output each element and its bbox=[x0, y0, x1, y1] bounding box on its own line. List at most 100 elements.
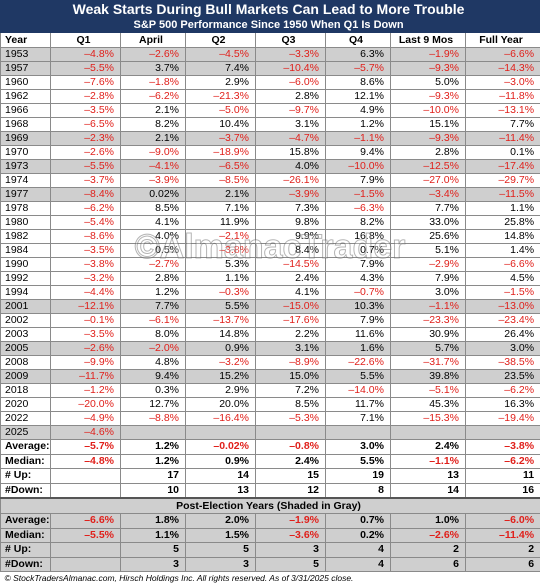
data-row: 1953–4.8%–2.6%–4.5%–3.3%6.3%–1.9%–6.6% bbox=[1, 48, 540, 62]
cell: –6.2% bbox=[466, 384, 540, 398]
row-label: 2008 bbox=[1, 356, 51, 370]
cell: 4.5% bbox=[466, 272, 540, 286]
cell: 14 bbox=[186, 469, 256, 484]
cell: –2.6% bbox=[391, 528, 466, 543]
cell: 10.3% bbox=[326, 300, 391, 314]
cell: –3.7% bbox=[186, 132, 256, 146]
cell: –38.5% bbox=[466, 356, 540, 370]
cell: –4.8% bbox=[51, 48, 121, 62]
column-header: Year bbox=[1, 33, 51, 48]
cell: –4.1% bbox=[121, 160, 186, 174]
cell: 7.3% bbox=[256, 202, 326, 216]
cell: 5 bbox=[256, 557, 326, 572]
cell: –14.3% bbox=[466, 62, 540, 76]
cell: –4.9% bbox=[51, 412, 121, 426]
cell bbox=[51, 543, 121, 558]
cell: 2 bbox=[466, 543, 540, 558]
column-header: Q4 bbox=[326, 33, 391, 48]
row-label: 1994 bbox=[1, 286, 51, 300]
cell: 15.0% bbox=[256, 370, 326, 384]
cell: 4 bbox=[326, 543, 391, 558]
cell: –8.8% bbox=[121, 412, 186, 426]
cell: 8.2% bbox=[326, 216, 391, 230]
cell: 1.6% bbox=[326, 342, 391, 356]
cell: –6.2% bbox=[466, 454, 540, 469]
cell: –2.7% bbox=[121, 258, 186, 272]
cell: 15.8% bbox=[256, 146, 326, 160]
cell: 1.2% bbox=[326, 118, 391, 132]
cell: –17.6% bbox=[256, 314, 326, 328]
row-label: 1962 bbox=[1, 90, 51, 104]
cell: 19 bbox=[326, 469, 391, 484]
cell: –13.7% bbox=[186, 314, 256, 328]
cell: –5.7% bbox=[326, 62, 391, 76]
cell: 9.4% bbox=[121, 370, 186, 384]
title: Weak Starts During Bull Markets Can Lead… bbox=[1, 1, 540, 19]
cell: 0.9% bbox=[186, 342, 256, 356]
cell: 9.8% bbox=[256, 216, 326, 230]
cell: –6.1% bbox=[121, 314, 186, 328]
section-row: Post-Election Years (Shaded in Gray) bbox=[1, 498, 540, 514]
row-label: 2018 bbox=[1, 384, 51, 398]
cell: –5.5% bbox=[51, 62, 121, 76]
cell: 4.1% bbox=[256, 286, 326, 300]
row-label: 1974 bbox=[1, 174, 51, 188]
cell: 4 bbox=[326, 557, 391, 572]
cell: –1.9% bbox=[256, 514, 326, 529]
row-label: 1978 bbox=[1, 202, 51, 216]
cell: 8.0% bbox=[121, 328, 186, 342]
row-label: 1990 bbox=[1, 258, 51, 272]
cell: –1.1% bbox=[326, 132, 391, 146]
cell: –15.3% bbox=[391, 412, 466, 426]
data-row: 2022–4.9%–8.8%–16.4%–5.3%7.1%–15.3%–19.4… bbox=[1, 412, 540, 426]
cell: 3.0% bbox=[391, 286, 466, 300]
cell: 3.0% bbox=[326, 440, 391, 455]
column-header: Q3 bbox=[256, 33, 326, 48]
cell: 3 bbox=[186, 557, 256, 572]
cell: 4.1% bbox=[121, 216, 186, 230]
cell: 14.8% bbox=[466, 230, 540, 244]
data-row: 1968–6.5%8.2%10.4%3.1%1.2%15.1%7.7% bbox=[1, 118, 540, 132]
cell: 7.1% bbox=[326, 412, 391, 426]
cell: 7.2% bbox=[256, 384, 326, 398]
cell: 39.8% bbox=[391, 370, 466, 384]
cell: –3.5% bbox=[51, 328, 121, 342]
data-row: 2009–11.7%9.4%15.2%15.0%5.5%39.8%23.5% bbox=[1, 370, 540, 384]
cell bbox=[186, 426, 256, 440]
row-label: 1973 bbox=[1, 160, 51, 174]
cell: –5.7% bbox=[51, 440, 121, 455]
row-label: 1980 bbox=[1, 216, 51, 230]
cell: 2.8% bbox=[256, 90, 326, 104]
cell: –8.4% bbox=[51, 188, 121, 202]
cell: –8.9% bbox=[256, 356, 326, 370]
section-title: Post-Election Years (Shaded in Gray) bbox=[1, 498, 540, 514]
cell: 8.5% bbox=[256, 398, 326, 412]
data-row: 1962–2.8%–6.2%–21.3%2.8%12.1%–9.3%–11.8% bbox=[1, 90, 540, 104]
cell: 3 bbox=[121, 557, 186, 572]
data-row: 2018–1.2%0.3%2.9%7.2%–14.0%–5.1%–6.2% bbox=[1, 384, 540, 398]
cell: –9.3% bbox=[391, 132, 466, 146]
cell: 1.1% bbox=[121, 528, 186, 543]
cell: 2.0% bbox=[186, 514, 256, 529]
cell: 8.6% bbox=[326, 76, 391, 90]
row-label: Median: bbox=[1, 528, 51, 543]
cell: 12.7% bbox=[121, 398, 186, 412]
cell: 2.4% bbox=[391, 440, 466, 455]
data-row: 1994–4.4%1.2%–0.3%4.1%–0.7%3.0%–1.5% bbox=[1, 286, 540, 300]
cell: –6.2% bbox=[121, 90, 186, 104]
cell: –27.0% bbox=[391, 174, 466, 188]
row-label: Median: bbox=[1, 454, 51, 469]
cell: 17 bbox=[121, 469, 186, 484]
cell: –1.1% bbox=[391, 300, 466, 314]
cell: –13.0% bbox=[466, 300, 540, 314]
cell: –4.7% bbox=[256, 132, 326, 146]
cell: 2.9% bbox=[186, 384, 256, 398]
cell: –2.8% bbox=[51, 90, 121, 104]
cell: –2.3% bbox=[51, 132, 121, 146]
cell: –9.3% bbox=[391, 90, 466, 104]
cell: 11.7% bbox=[326, 398, 391, 412]
cell: 1.2% bbox=[121, 454, 186, 469]
